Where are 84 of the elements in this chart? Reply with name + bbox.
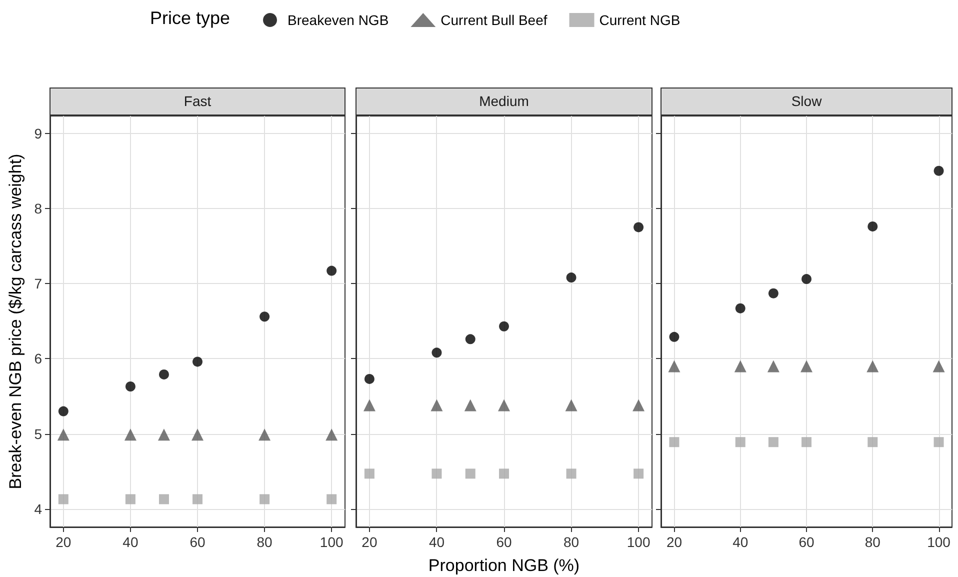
x-tick-label: 40 [732,534,748,550]
point [158,494,169,504]
point [735,303,746,314]
point [499,468,509,479]
y-tick-label: 8 [34,200,42,216]
point [465,468,476,479]
point [934,166,944,176]
point [58,406,68,416]
point [802,274,812,284]
x-axis-title: Proportion NGB (%) [428,556,580,575]
point [465,334,476,344]
point [464,399,476,412]
x-tick-label: 100 [320,534,344,550]
point [58,494,68,504]
point [498,399,510,412]
point [432,348,442,358]
point [566,468,576,479]
point [634,468,644,479]
point [260,312,270,322]
point [634,222,644,232]
x-tick-label: 100 [626,534,650,550]
point [800,360,812,372]
point [868,437,878,448]
point [125,494,136,504]
point [866,360,879,372]
point [326,428,338,441]
point [192,428,204,441]
point [124,428,136,441]
point [258,428,271,441]
point [364,374,374,384]
point [192,356,202,367]
chart-title: Fast [184,93,212,109]
x-tick-label: 80 [864,534,881,550]
y-tick-label: 6 [34,350,42,367]
point [932,360,945,372]
x-tick-label: 40 [122,534,138,550]
point [363,399,376,412]
point [158,428,170,441]
point [768,288,778,298]
point [57,428,70,441]
point [430,399,443,412]
y-tick-label: 4 [34,500,42,517]
legend-title: Price type [150,8,230,28]
x-tick-label: 80 [256,534,273,550]
point [735,437,746,448]
point [767,360,780,372]
x-tick-label: 60 [798,534,814,550]
legend-label: Breakeven NGB [288,12,389,28]
point [669,437,680,448]
y-tick-label: 9 [34,125,42,142]
x-tick-label: 20 [56,534,72,550]
chart-title: Medium [479,93,529,109]
legend-label: Current NGB [599,12,680,28]
x-tick-label: 100 [927,534,951,550]
point [768,437,778,448]
point [260,494,270,504]
chart-title: Slow [791,93,823,109]
point [734,360,746,372]
point [868,221,878,232]
point [668,360,680,372]
point [364,468,374,479]
y-axis-title: Break-even NGB price ($/kg carcass weight) [6,154,25,490]
point [326,494,337,504]
x-tick-label: 60 [190,534,206,550]
x-tick-label: 60 [496,534,512,550]
legend-label: Current Bull Beef [440,12,548,28]
point [802,437,812,448]
point [934,437,944,448]
point [158,369,169,380]
x-tick-label: 80 [563,534,580,550]
x-tick-label: 20 [362,534,378,550]
point [669,332,680,342]
point [499,321,509,332]
point [432,468,442,479]
point [125,381,136,392]
point [566,272,576,283]
x-tick-label: 20 [666,534,682,550]
point [565,399,578,412]
y-tick-label: 7 [34,276,42,292]
y-tick-label: 5 [34,426,42,442]
point [632,399,645,412]
x-tick-label: 40 [428,534,445,550]
point [192,494,202,504]
point [326,266,337,276]
